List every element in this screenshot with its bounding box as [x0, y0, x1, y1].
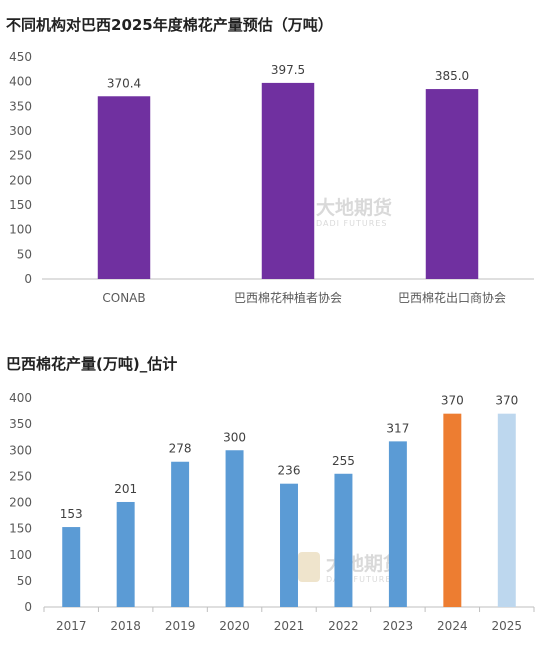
chart2-ytick-label: 400 — [9, 391, 32, 405]
chart2-category-label: 2018 — [110, 619, 141, 633]
chart2-title: 巴西棉花产量(万吨)_估计 — [6, 355, 178, 373]
chart1-bar — [261, 82, 315, 280]
chart2-ytick-label: 300 — [9, 443, 32, 457]
chart1-data-label: 385.0 — [435, 69, 469, 83]
chart2-ytick-label: 350 — [9, 417, 32, 431]
chart1-category-label: CONAB — [102, 291, 145, 305]
chart1-data-label: 370.4 — [107, 76, 141, 90]
chart1-ytick-label: 300 — [9, 124, 32, 138]
chart2-bar — [171, 461, 190, 607]
chart1-ytick-label: 400 — [9, 75, 32, 89]
chart2-category-label: 2021 — [274, 619, 305, 633]
chart2-category-label: 2017 — [56, 619, 87, 633]
chart2-bar — [62, 527, 81, 607]
chart2-ytick-label: 50 — [17, 574, 32, 588]
chart1-bar — [97, 96, 151, 279]
chart2-bar — [116, 501, 135, 607]
chart2-ytick-label: 200 — [9, 496, 32, 510]
chart2-bar — [443, 413, 462, 607]
chart1-ytick-label: 150 — [9, 198, 32, 212]
chart2-category-label: 2023 — [383, 619, 414, 633]
chart1-title: 不同机构对巴西2025年度棉花产量预估（万吨） — [6, 16, 333, 34]
chart2-data-label: 370 — [495, 394, 518, 408]
chart2-ytick-label: 150 — [9, 522, 32, 536]
chart2-bar — [334, 473, 353, 607]
chart2-category-label: 2025 — [492, 619, 523, 633]
chart2-ytick-label: 0 — [24, 600, 32, 614]
chart2-watermark-logo-icon — [298, 552, 320, 582]
chart1-ytick-label: 200 — [9, 173, 32, 187]
chart1-ytick-label: 450 — [9, 50, 32, 64]
chart2-ytick-label: 250 — [9, 469, 32, 483]
chart2-category-label: 2022 — [328, 619, 359, 633]
chart1-watermark-name: 大地期货 — [316, 196, 392, 219]
chart2-bar — [388, 441, 407, 607]
chart1-bar — [425, 89, 479, 279]
chart2-data-label: 370 — [441, 394, 464, 408]
chart1-ytick-label: 100 — [9, 223, 32, 237]
chart1-ytick-label: 250 — [9, 149, 32, 163]
chart2-data-label: 201 — [114, 482, 137, 496]
chart2-data-label: 255 — [332, 454, 355, 468]
chart2-data-label: 300 — [223, 430, 246, 444]
chart2-data-label: 153 — [60, 507, 83, 521]
chart2-bar — [497, 413, 516, 607]
chart2-watermark-name-en: DADI FUTURES — [326, 575, 397, 584]
chart1-category-label: 巴西棉花出口商协会 — [398, 290, 506, 305]
chart2-ytick-label: 100 — [9, 548, 32, 562]
chart1-ytick-label: 50 — [17, 247, 32, 261]
chart1-ytick-label: 350 — [9, 99, 32, 113]
chart2-category-label: 2019 — [165, 619, 196, 633]
chart2-bar — [225, 450, 244, 607]
chart1-category-label: 巴西棉花种植者协会 — [234, 290, 342, 305]
chart2-data-label: 317 — [386, 421, 409, 435]
chart2-data-label: 278 — [169, 442, 192, 456]
chart2-data-label: 236 — [278, 464, 301, 478]
chart1-watermark-name-en: DADI FUTURES — [316, 219, 387, 228]
chart1-data-label: 397.5 — [271, 63, 305, 77]
chart2-bar — [280, 483, 298, 607]
chart2-category-label: 2020 — [219, 619, 250, 633]
chart1-ytick-label: 0 — [24, 272, 32, 286]
chart2-category-label: 2024 — [437, 619, 468, 633]
